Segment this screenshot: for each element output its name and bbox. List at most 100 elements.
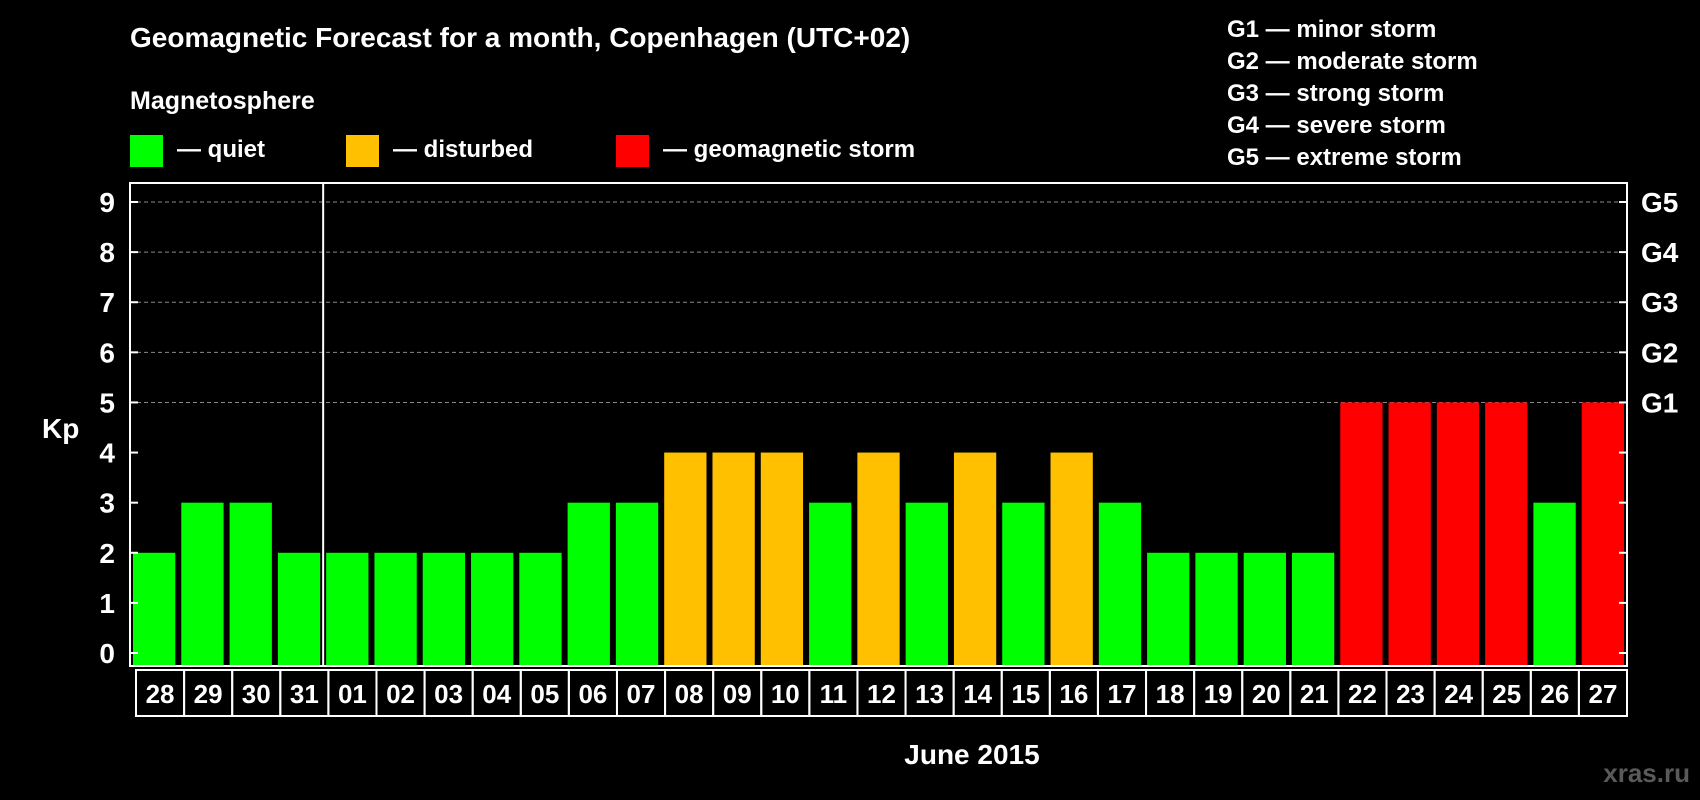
x-tick-label-11: 11 (820, 679, 848, 709)
bar-23 (1388, 402, 1431, 666)
x-tick-label-26: 26 (1540, 679, 1569, 709)
bar-03 (422, 552, 466, 666)
bar-14 (953, 452, 997, 666)
bar-04 (471, 552, 514, 666)
y-tick-label-7: 7 (99, 287, 115, 318)
right-label-g5: G5 (1641, 187, 1678, 218)
bar-08 (664, 452, 707, 666)
bar-05 (519, 552, 562, 666)
bar-28 (133, 552, 176, 666)
y-tick-label-1: 1 (99, 588, 115, 619)
x-tick-label-12: 12 (867, 679, 896, 709)
x-tick-label-18: 18 (1156, 679, 1185, 709)
plot-frame (129, 182, 1628, 667)
x-tick-label-27: 27 (1588, 679, 1617, 709)
x-tick-label-06: 06 (578, 679, 607, 709)
storm-scale-g2: G2 — moderate storm (1227, 48, 1478, 75)
y-tick-label-8: 8 (99, 237, 115, 268)
bar-31 (277, 552, 321, 666)
x-tick-label-07: 07 (627, 679, 656, 709)
bar-01 (326, 552, 369, 666)
x-cell-27 (1577, 669, 1628, 717)
right-label-g3: G3 (1641, 287, 1678, 318)
right-label-g2: G2 (1641, 337, 1678, 368)
x-tick-label-24: 24 (1444, 679, 1473, 709)
x-tick-label-20: 20 (1252, 679, 1281, 709)
bar-26 (1533, 502, 1576, 666)
legend-label-quiet: — quiet (177, 136, 265, 163)
bar-22 (1340, 402, 1383, 666)
x-tick-label-16: 16 (1059, 679, 1088, 709)
x-tick-label-08: 08 (675, 679, 704, 709)
legend-swatch-disturbed (346, 135, 379, 167)
x-tick-label-14: 14 (963, 679, 992, 709)
right-label-g1: G1 (1641, 387, 1678, 418)
x-tick-label-04: 04 (482, 679, 511, 709)
x-tick-label-10: 10 (771, 679, 800, 709)
bar-12 (857, 452, 900, 666)
right-ticks: G1 G2 G3 G4 G5 (1619, 187, 1679, 654)
bar-30 (229, 502, 272, 666)
storm-scale: G1 — minor storm G2 — moderate storm G3 … (1227, 16, 1478, 171)
bar-21 (1291, 552, 1335, 666)
bar-15 (1002, 502, 1045, 666)
legend-title: Magnetosphere (130, 87, 315, 115)
y-tick-label-9: 9 (99, 187, 115, 218)
x-tick-label-25: 25 (1492, 679, 1521, 709)
x-tick-label-30: 30 (242, 679, 271, 709)
bar-19 (1195, 552, 1238, 666)
y-tick-label-3: 3 (99, 488, 115, 519)
legend: — quiet — disturbed — geomagnetic storm (130, 135, 915, 167)
y-tick-label-4: 4 (99, 438, 115, 469)
legend-swatch-storm (616, 135, 649, 167)
chart-title: Geomagnetic Forecast for a month, Copenh… (130, 22, 910, 53)
bar-25 (1485, 402, 1528, 666)
x-category-cells: 28 29 30 31 01 02 03 04 05 06 07 08 09 10 11 12 13 14 15 16… (135, 669, 1628, 717)
storm-scale-g3: G3 — strong storm (1227, 80, 1444, 107)
x-tick-label-19: 19 (1204, 679, 1233, 709)
legend-label-storm: — geomagnetic storm (663, 136, 915, 163)
bar-02 (374, 552, 417, 666)
axes (129, 182, 1628, 667)
x-tick-label-23: 23 (1396, 679, 1425, 709)
x-tick-label-17: 17 (1108, 679, 1137, 709)
bar-10 (760, 452, 804, 666)
legend-label-disturbed: — disturbed (393, 136, 533, 163)
right-label-g4: G4 (1641, 237, 1679, 268)
bar-07 (615, 502, 659, 666)
bar-11 (809, 502, 852, 666)
bar-27 (1581, 402, 1624, 666)
x-tick-label-05: 05 (530, 679, 559, 709)
bar-17 (1098, 502, 1142, 666)
storm-scale-g1: G1 — minor storm (1227, 16, 1436, 43)
x-tick-label-29: 29 (194, 679, 223, 709)
x-axis-label: June 2015 (904, 739, 1039, 770)
x-tick-label-13: 13 (915, 679, 944, 709)
x-tick-label-22: 22 (1348, 679, 1377, 709)
x-tick-label-15: 15 (1011, 679, 1040, 709)
bar-29 (181, 502, 224, 666)
y-ticks: 0 1 2 3 4 5 6 7 8 9 (99, 187, 138, 669)
bars (133, 402, 1624, 666)
y-tick-label-6: 6 (99, 337, 115, 368)
bar-13 (905, 502, 948, 666)
x-tick-label-21: 21 (1300, 679, 1329, 709)
bar-09 (712, 452, 755, 666)
y-axis-label: Kp (42, 413, 79, 444)
x-tick-label-28: 28 (146, 679, 175, 709)
bar-18 (1147, 552, 1190, 666)
x-tick-label-31: 31 (290, 679, 319, 709)
bar-20 (1243, 552, 1286, 666)
storm-scale-g4: G4 — severe storm (1227, 112, 1446, 139)
x-tick-label-02: 02 (386, 679, 415, 709)
bar-16 (1050, 452, 1093, 666)
storm-scale-g5: G5 — extreme storm (1227, 144, 1462, 171)
x-tick-label-01: 01 (338, 679, 367, 709)
y-tick-label-2: 2 (99, 538, 115, 569)
bar-06 (567, 502, 610, 666)
x-tick-label-03: 03 (434, 679, 463, 709)
y-tick-label-0: 0 (99, 638, 115, 669)
bar-24 (1436, 402, 1480, 666)
legend-swatch-quiet (130, 135, 163, 167)
